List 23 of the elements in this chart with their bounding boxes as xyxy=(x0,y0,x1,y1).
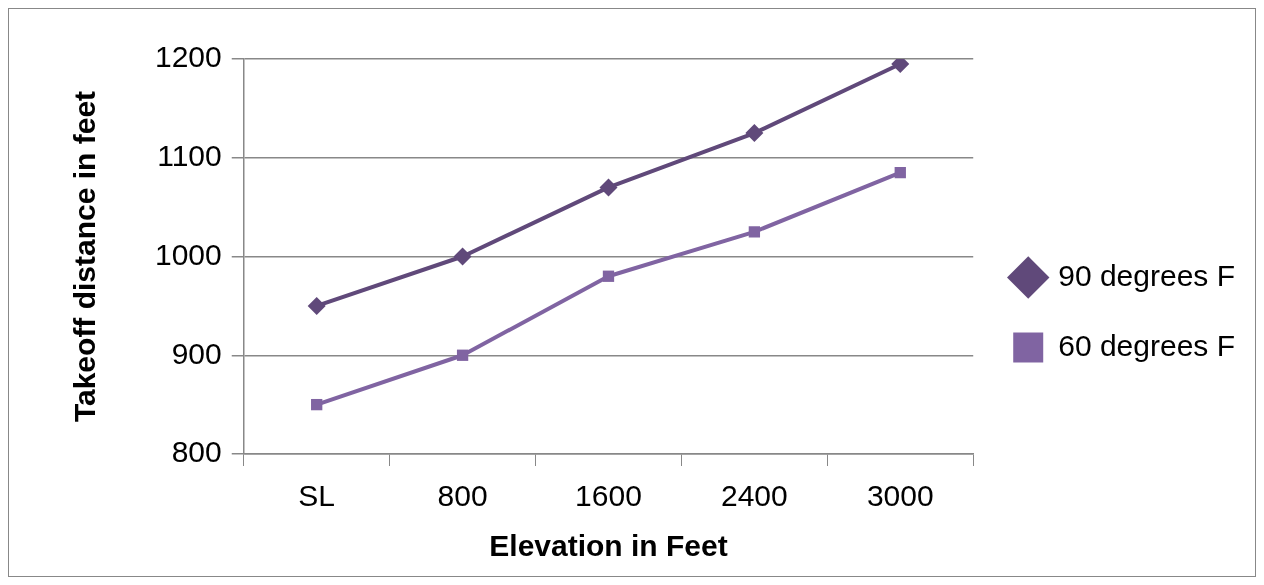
x-tick-label: SL xyxy=(298,479,336,513)
point xyxy=(602,270,615,282)
x-axis-title: Elevation in Feet xyxy=(489,529,728,563)
legend-label: 60 degrees F xyxy=(1058,328,1235,362)
point xyxy=(456,349,469,361)
y-axis-title: Takeoff distance in feet xyxy=(68,90,102,423)
point xyxy=(453,247,472,266)
y-tick-label: 1100 xyxy=(157,139,222,173)
x-tick-label: 800 xyxy=(437,479,488,513)
x-tick-label: 1600 xyxy=(575,479,642,513)
point xyxy=(307,296,326,315)
y-tick-label: 1000 xyxy=(154,237,222,271)
point xyxy=(599,178,618,197)
y-tick-label: 900 xyxy=(171,336,222,370)
point xyxy=(894,166,906,179)
point xyxy=(745,124,764,143)
point xyxy=(311,398,323,411)
y-tick-label: 1200 xyxy=(154,40,222,74)
legend-label: 90 degrees F xyxy=(1058,258,1235,292)
y-tick-label: 800 xyxy=(171,435,222,469)
point xyxy=(748,226,761,238)
x-tick-label: 3000 xyxy=(866,479,934,513)
x-tick-label: 2400 xyxy=(721,479,788,513)
